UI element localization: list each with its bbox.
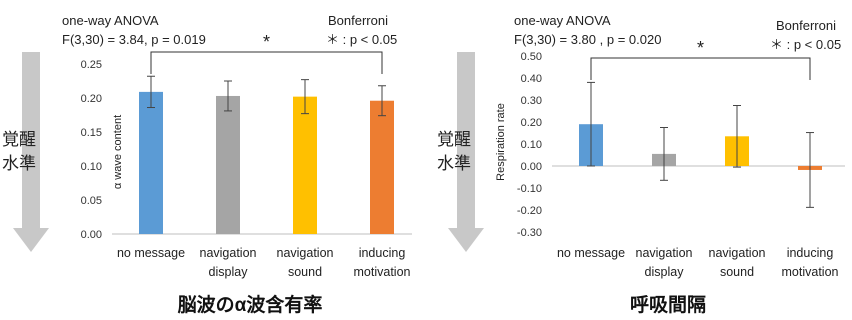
y-tick-label: 0.10 <box>81 161 102 173</box>
y-tick-label: 0.00 <box>521 161 542 173</box>
category-label: no message <box>557 246 625 260</box>
arousal-arrow-left <box>13 52 49 252</box>
category-label: sound <box>288 265 322 279</box>
y-axis-label-right: Respiration rate <box>495 103 507 181</box>
category-labels-right: no message navigation display navigation sou… <box>557 246 839 279</box>
arousal-label-line1: 覚醒 <box>2 130 36 149</box>
significance-star: * <box>697 38 704 58</box>
y-axis-label: α wave content <box>112 115 124 189</box>
bracket-line <box>150 51 383 74</box>
respiration-panel: 覚醒 水準 one-way ANOVA F(3,30) = 3.80 , p =… <box>437 13 845 316</box>
posthoc-legend-right: ＊ : p < 0.05 <box>770 37 841 52</box>
bars-right <box>579 124 822 170</box>
y-tick-label: 0.00 <box>81 229 102 241</box>
error-bars-right <box>587 81 814 208</box>
category-label: navigation <box>709 246 766 260</box>
error-bars <box>147 75 386 117</box>
posthoc-label-right: Bonferroni <box>776 18 836 33</box>
y-tick-label: -0.20 <box>517 205 542 217</box>
y-tick-label: 0.20 <box>81 93 102 105</box>
arousal-arrow-right <box>448 52 484 252</box>
bar <box>216 95 240 235</box>
category-label: inducing <box>359 246 406 260</box>
y-tick-label: 0.10 <box>521 139 542 151</box>
bar <box>139 91 163 234</box>
y-tick-label: 0.20 <box>521 117 542 129</box>
category-label: motivation <box>782 265 839 279</box>
chart-caption-right: 呼吸間隔 <box>630 294 706 316</box>
arousal-label-line1-right: 覚醒 <box>437 130 471 149</box>
anova-stat-right: F(3,30) = 3.80 , p = 0.020 <box>514 32 661 47</box>
y-tick-label: 0.30 <box>521 95 542 107</box>
category-labels: no message navigation display navigation sou… <box>117 246 411 279</box>
y-tick-label: 0.05 <box>81 195 102 207</box>
y-tick-labels: 0.00 0.05 0.10 0.15 0.20 0.25 <box>81 59 102 241</box>
alpha-wave-panel: 覚醒 水準 one-way ANOVA F(3,30) = 3.84, p = … <box>2 13 412 316</box>
anova-stat: F(3,30) = 3.84, p = 0.019 <box>62 32 206 47</box>
y-tick-label: -0.30 <box>517 227 542 239</box>
posthoc-legend: ＊ : p < 0.05 <box>326 32 397 47</box>
category-label: inducing <box>787 246 834 260</box>
category-label: sound <box>720 265 754 279</box>
bar <box>370 100 394 234</box>
y-tick-label: -0.10 <box>517 183 542 195</box>
bar <box>293 96 317 234</box>
category-label: display <box>209 265 249 279</box>
category-label: motivation <box>354 265 411 279</box>
category-label: display <box>645 265 685 279</box>
category-label: navigation <box>200 246 257 260</box>
bracket-line <box>590 57 811 80</box>
posthoc-label: Bonferroni <box>328 13 388 28</box>
significance-star: * <box>263 32 270 52</box>
y-tick-label: 0.25 <box>81 59 102 71</box>
bars <box>139 91 394 235</box>
arousal-label-line2: 水準 <box>2 154 36 173</box>
y-tick-labels-right: -0.30 -0.20 -0.10 0.00 0.10 0.20 0.30 0.40 0.50 <box>517 51 542 239</box>
chart-caption: 脳波のα波含有率 <box>177 293 323 316</box>
y-tick-label: 0.50 <box>521 51 542 63</box>
category-label: navigation <box>277 246 334 260</box>
significance-bracket: * <box>150 32 383 74</box>
category-label: navigation <box>636 246 693 260</box>
category-label: no message <box>117 246 185 260</box>
arousal-label-line2-right: 水準 <box>437 154 471 173</box>
significance-bracket-right: * <box>590 38 811 80</box>
anova-label: one-way ANOVA <box>62 13 159 28</box>
y-tick-label: 0.15 <box>81 127 102 139</box>
y-tick-label: 0.40 <box>521 73 542 85</box>
anova-label-right: one-way ANOVA <box>514 13 611 28</box>
